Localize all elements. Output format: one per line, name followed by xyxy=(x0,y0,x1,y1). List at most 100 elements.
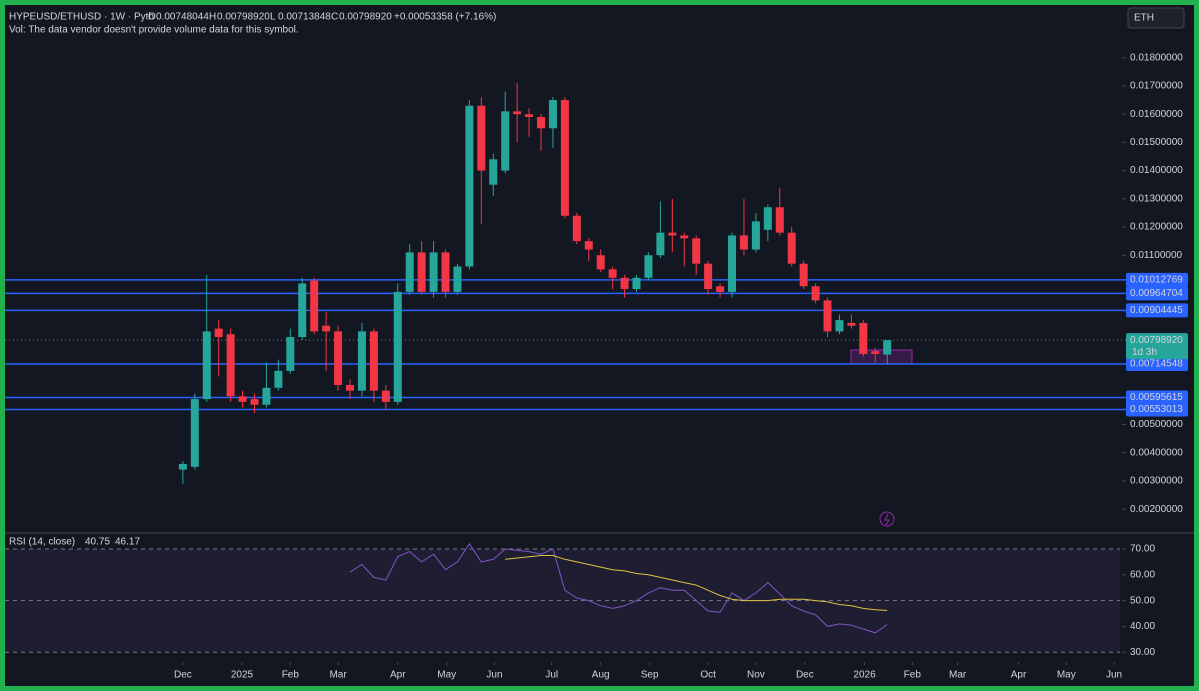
candle-body xyxy=(489,159,498,185)
y-tick-label: 0.01300000 xyxy=(1130,193,1183,204)
x-tick-label: Feb xyxy=(904,670,922,681)
ohlc-key: H xyxy=(209,12,216,23)
candle-body xyxy=(775,207,784,233)
level-tag xyxy=(1126,390,1188,405)
candle-body xyxy=(441,252,450,292)
candle-body xyxy=(202,331,211,400)
candle-body xyxy=(859,322,868,354)
candle-body xyxy=(250,399,259,405)
x-tick-label: May xyxy=(437,670,456,681)
y-tick-label: 30.00 xyxy=(1130,647,1155,658)
candle-body xyxy=(680,235,689,239)
alert-icon[interactable] xyxy=(879,511,895,527)
level-tag xyxy=(1126,272,1188,287)
symbol-button[interactable] xyxy=(1127,7,1185,29)
x-tick-label: Apr xyxy=(390,670,406,681)
level-label: 0.01012769 xyxy=(1130,274,1183,285)
candle-body xyxy=(883,340,892,355)
y-tick-label: 70.00 xyxy=(1130,544,1155,555)
candle-body xyxy=(572,215,581,242)
x-tick-label: Jun xyxy=(1106,670,1122,681)
rsi-line xyxy=(505,555,888,611)
candle-body xyxy=(357,331,366,391)
rsi-title: RSI (14, close) xyxy=(9,537,75,548)
x-tick-label: Dec xyxy=(174,670,192,681)
ohlc-key: O xyxy=(148,12,156,23)
candle-body xyxy=(178,463,187,470)
candle-body xyxy=(751,221,760,250)
level-label: 0.00595615 xyxy=(1130,392,1183,403)
x-tick-label: Aug xyxy=(592,670,610,681)
y-tick-label: 0.01700000 xyxy=(1130,81,1183,92)
ohlc-value: 0.00748044 xyxy=(156,12,209,23)
candle-body xyxy=(334,331,343,385)
candle-body xyxy=(823,300,832,332)
level-label: 0.00964704 xyxy=(1130,288,1183,299)
x-tick-label: Oct xyxy=(700,670,716,681)
candle-body xyxy=(584,241,593,250)
level-tag xyxy=(1126,286,1188,301)
ohlc-value: 0.00713848 xyxy=(278,12,331,23)
candle-body xyxy=(501,111,510,171)
candle-body xyxy=(560,100,569,216)
candle-body xyxy=(429,252,438,292)
level-label: 0.00714548 xyxy=(1130,359,1183,370)
candle-body xyxy=(620,277,629,290)
ohlc-key: L xyxy=(270,12,276,23)
candle-body xyxy=(704,263,713,290)
candle-body xyxy=(238,396,247,402)
y-tick-label: 0.01500000 xyxy=(1130,137,1183,148)
candle-body xyxy=(453,266,462,292)
candle-body xyxy=(310,280,319,332)
candle-body xyxy=(286,337,295,371)
note: Vol: The data vendor doesn't provide vol… xyxy=(9,25,299,36)
x-tick-label: 2026 xyxy=(853,670,876,681)
ohlc-value: 0.00798920 xyxy=(217,12,270,23)
candle-body xyxy=(525,114,534,117)
candle-body xyxy=(548,100,557,129)
candle-body xyxy=(417,252,426,292)
level-label: 0.00553013 xyxy=(1130,404,1183,415)
candle-body xyxy=(787,232,796,264)
candle-body xyxy=(763,207,772,230)
x-tick-label: Nov xyxy=(747,670,765,681)
legend-value: 40.75 xyxy=(85,537,110,548)
candle-body xyxy=(668,232,677,236)
y-tick-label: 50.00 xyxy=(1130,595,1155,606)
x-tick-label: Feb xyxy=(282,670,300,681)
y-tick-label: 0.01100000 xyxy=(1130,250,1183,261)
x-tick-label: Jun xyxy=(486,670,502,681)
x-tick-label: Jul xyxy=(545,670,558,681)
x-tick-label: Mar xyxy=(329,670,347,681)
change: +0.00053358 (+7.16%) xyxy=(394,12,496,23)
chart-title: HYPEUSD/ETHUSD · 1W · Pyth xyxy=(9,12,154,23)
candle-body xyxy=(477,105,486,171)
y-tick-label: 0.01200000 xyxy=(1130,222,1183,233)
level-tag xyxy=(1126,356,1188,371)
y-tick-label: 40.00 xyxy=(1130,621,1155,632)
countdown: 1d 3h xyxy=(1132,347,1157,358)
candle-body xyxy=(262,387,271,405)
rsi-line xyxy=(349,542,888,634)
candle-body xyxy=(393,291,402,402)
level-tag xyxy=(1126,402,1188,417)
x-tick-label: Mar xyxy=(949,670,967,681)
candle-body xyxy=(716,286,725,292)
symbol-button-label[interactable]: ETH xyxy=(1134,13,1154,24)
candle-body xyxy=(847,322,856,326)
candle-body xyxy=(465,105,474,267)
candle-body xyxy=(513,111,522,115)
level-label: 0.00904445 xyxy=(1130,305,1183,316)
level-tag xyxy=(1126,303,1188,318)
y-tick-label: 0.01600000 xyxy=(1130,109,1183,120)
candle-body xyxy=(608,269,617,278)
alert-icon-bolt xyxy=(884,513,890,526)
y-tick-label: 60.00 xyxy=(1130,569,1155,580)
candle-body xyxy=(537,116,546,129)
legend-value: 46.17 xyxy=(115,537,140,548)
candle-body xyxy=(632,277,641,290)
candle-body xyxy=(799,263,808,287)
candle-body xyxy=(369,331,378,391)
